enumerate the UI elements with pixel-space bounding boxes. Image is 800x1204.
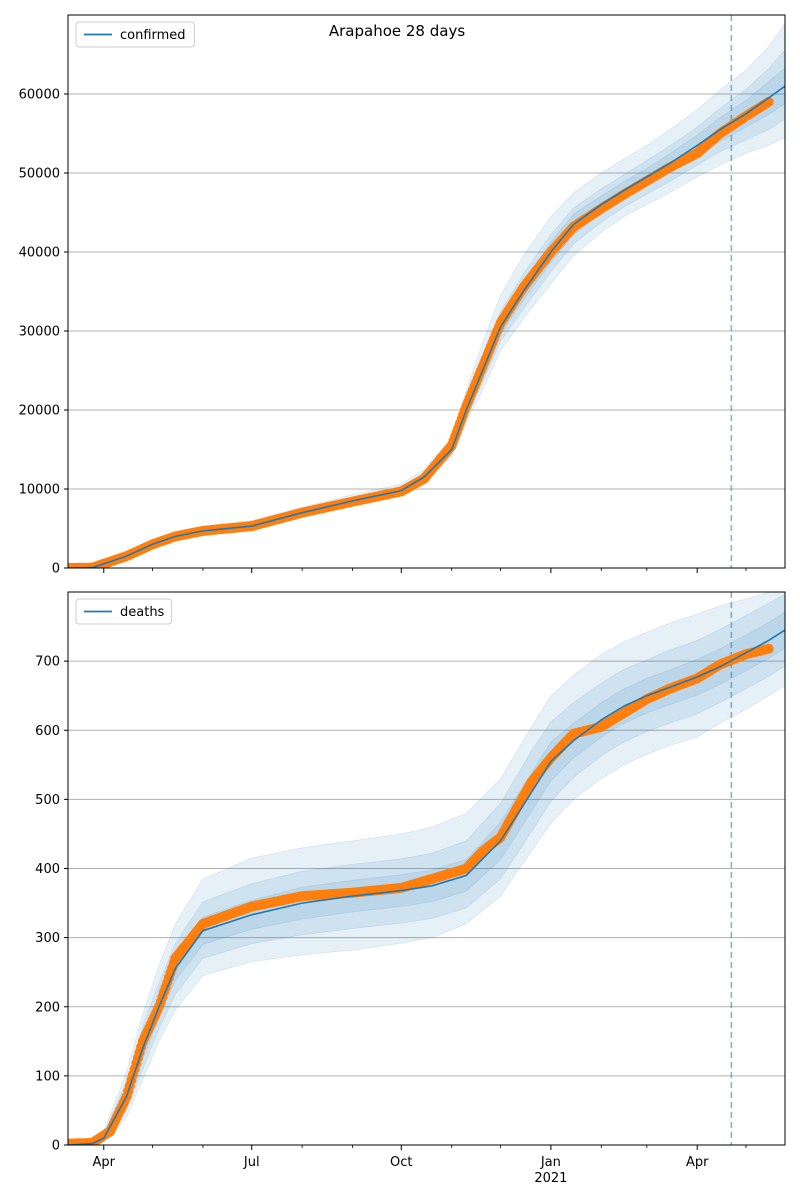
y-tick-label: 30000 <box>19 325 60 340</box>
y-tick-label: 60000 <box>19 88 60 103</box>
y-tick-label: 100 <box>35 1069 60 1084</box>
x-tick-label: Jul <box>243 1155 260 1170</box>
y-tick-label: 600 <box>35 724 60 739</box>
fit-line <box>68 85 785 568</box>
band-outer <box>68 592 785 1145</box>
y-tick-label: 0 <box>52 562 60 577</box>
plot-area <box>68 15 785 568</box>
y-tick-label: 400 <box>35 862 60 877</box>
x-tick-sublabel: 2021 <box>534 1171 567 1186</box>
x-tick-label: Jan <box>540 1155 561 1170</box>
figure-title: Arapahoe 28 days <box>329 22 465 40</box>
legend: deaths <box>75 598 173 625</box>
y-tick-label: 300 <box>35 931 60 946</box>
y-tick-label: 20000 <box>19 404 60 419</box>
y-tick-label: 40000 <box>19 246 60 261</box>
legend-box <box>75 21 195 48</box>
x-tick-label: Oct <box>390 1155 412 1170</box>
plot-area <box>68 592 785 1145</box>
y-tick-label: 10000 <box>19 483 60 498</box>
y-tick-label: 700 <box>35 655 60 670</box>
x-tick-label: Apr <box>686 1155 709 1170</box>
axes-frame <box>67 14 786 569</box>
legend-box <box>75 598 173 625</box>
legend-label: deaths <box>120 605 165 620</box>
panel-confirmed: 0 10000 20000 30000 40000 50000 60000 confirmed <box>19 14 786 577</box>
y-tick-label: 50000 <box>19 167 60 182</box>
y-tick-label: 200 <box>35 1000 60 1015</box>
y-tick-label: 500 <box>35 793 60 808</box>
band-mid <box>68 593 785 1145</box>
y-tick-label: 0 <box>52 1139 60 1154</box>
x-tick-label: Apr <box>93 1155 116 1170</box>
legend: confirmed <box>75 21 195 48</box>
band-outer <box>68 22 785 568</box>
fit-line <box>68 629 785 1145</box>
observed-point <box>763 643 774 654</box>
legend-label: confirmed <box>120 28 186 43</box>
